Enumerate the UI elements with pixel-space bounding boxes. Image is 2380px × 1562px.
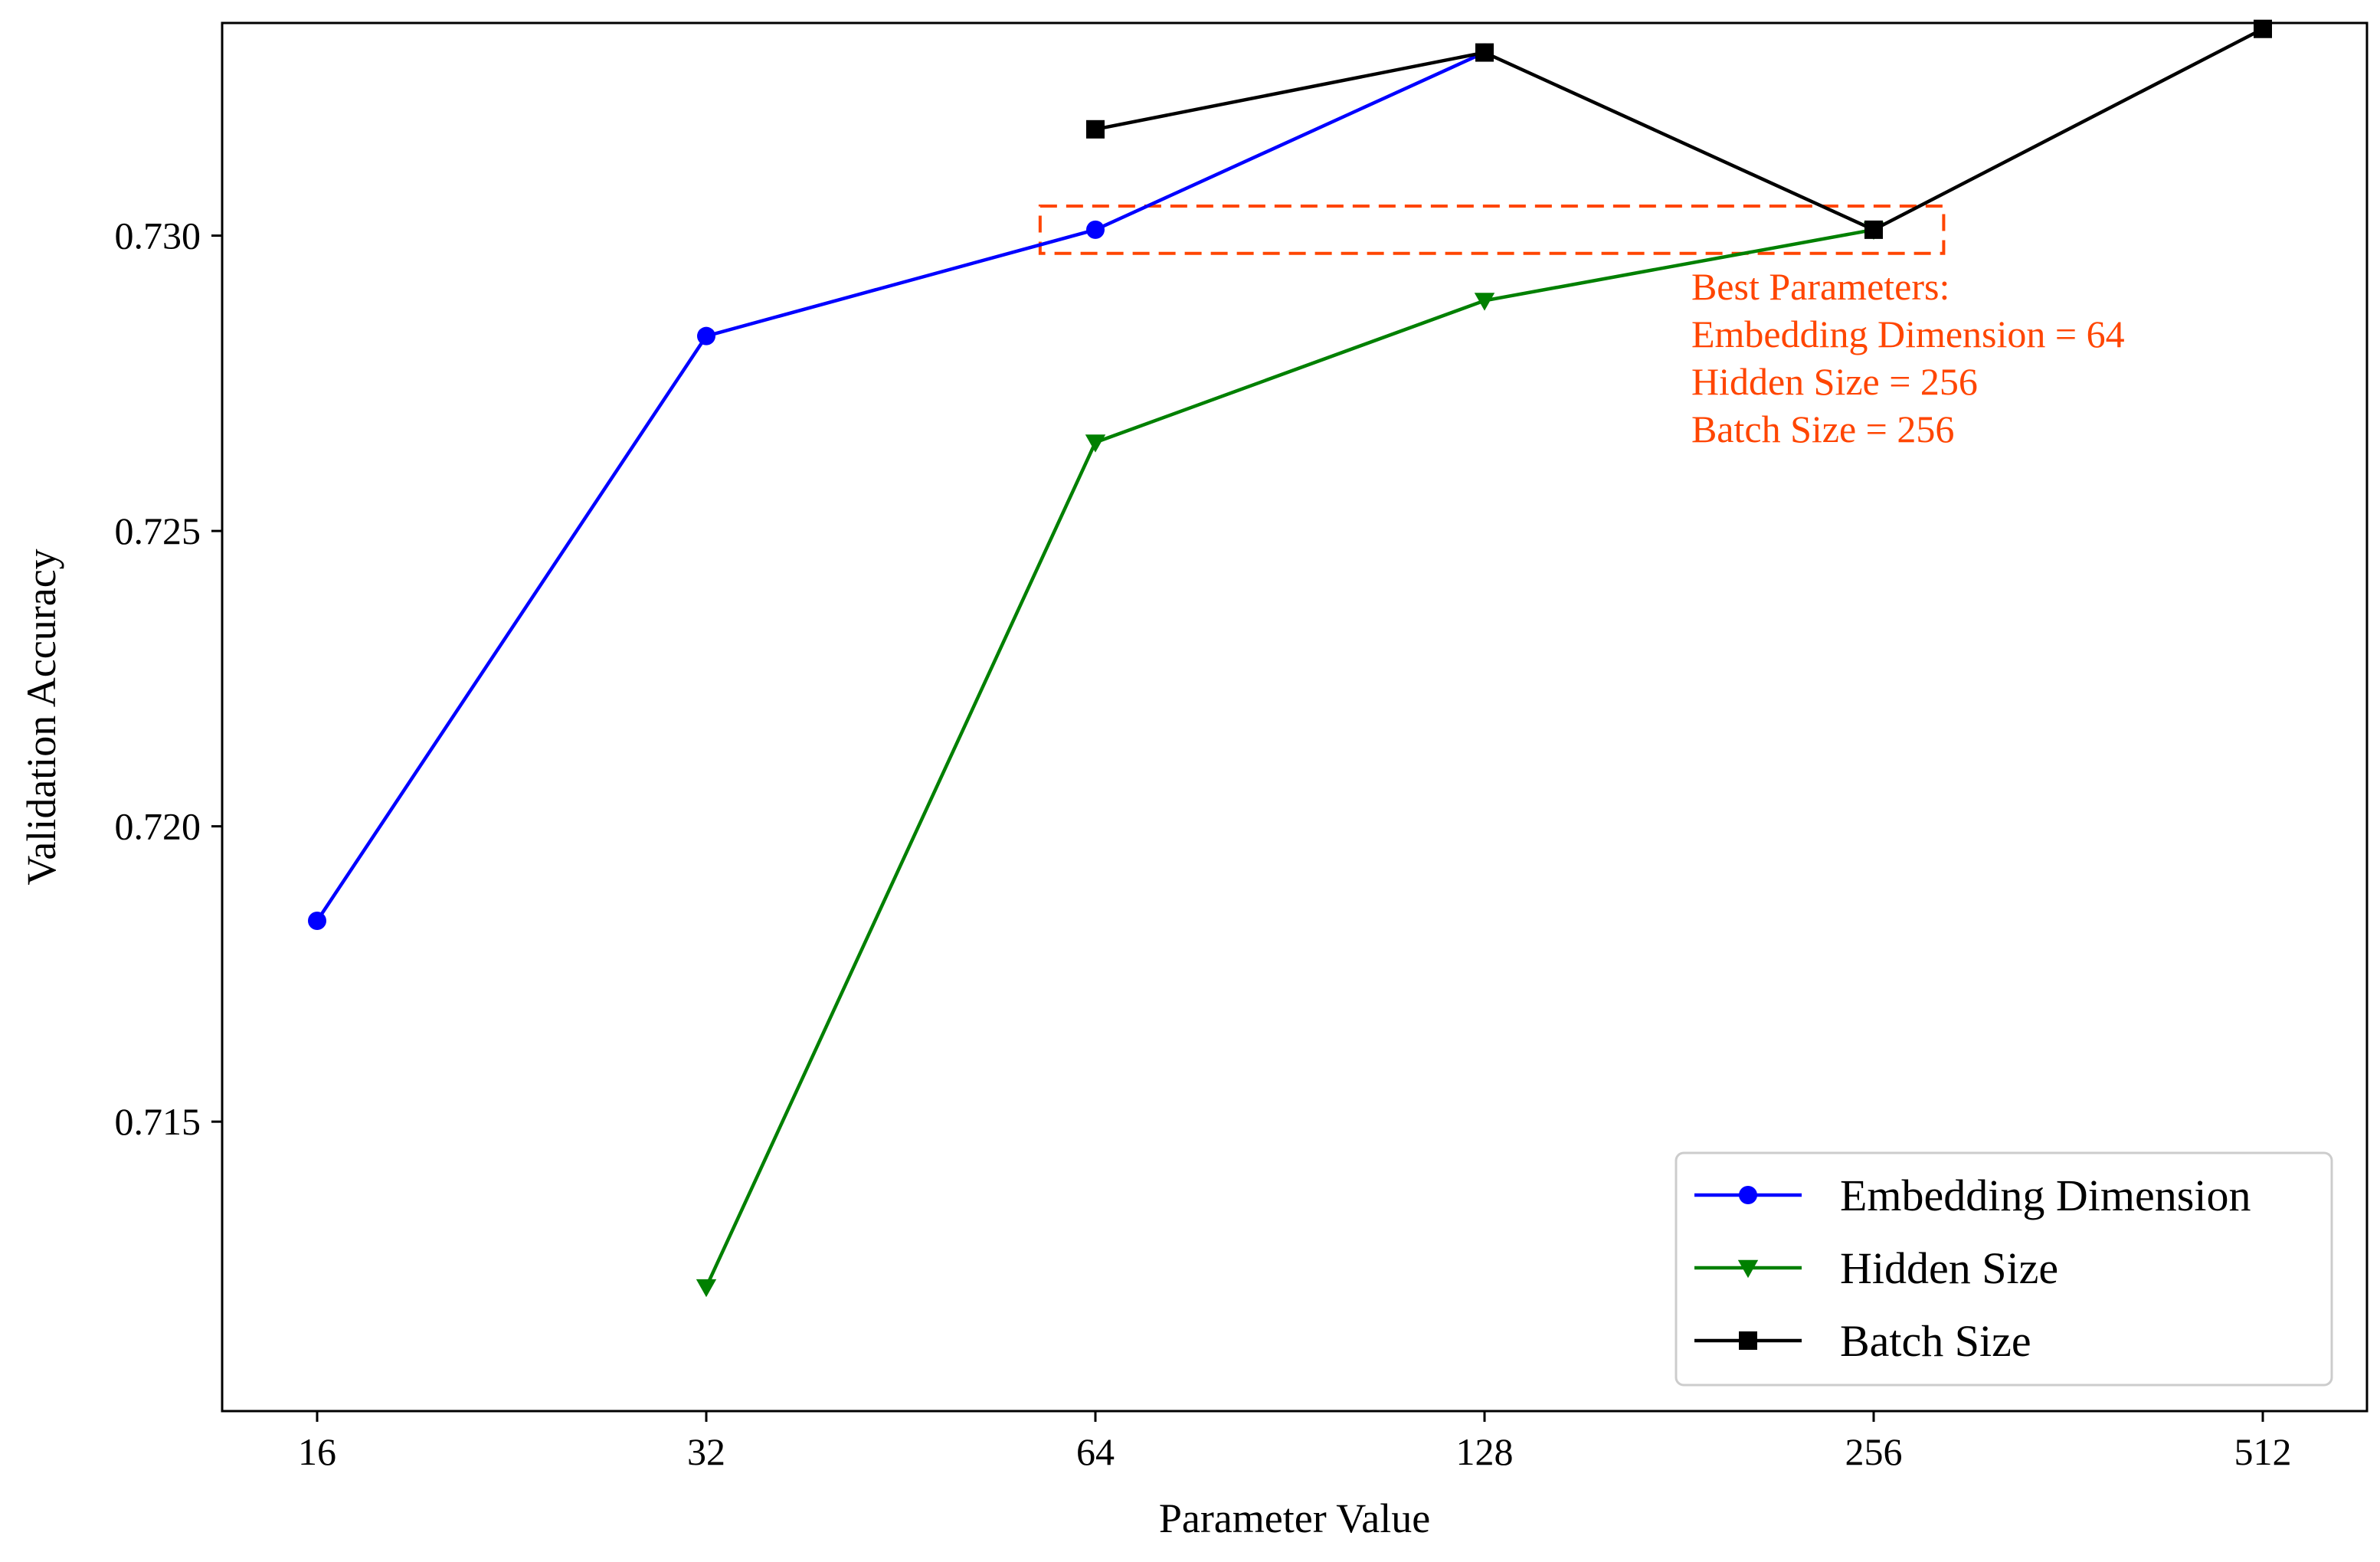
x-axis: 16 32 64 128 256 512 <box>298 1411 2292 1473</box>
y-tick-label: 0.715 <box>115 1100 201 1143</box>
legend-item: Embedding Dimension <box>1694 1171 2251 1220</box>
y-tick-label: 0.720 <box>115 805 201 848</box>
legend-marker <box>1739 1331 1757 1350</box>
best-parameters-box <box>1038 205 1946 255</box>
x-tick-label: 512 <box>2234 1430 2292 1473</box>
data-point <box>1086 120 1105 139</box>
x-tick-label: 128 <box>1456 1430 1514 1473</box>
best-parameters-annotation: Best Parameters: Embedding Dimension = 64… <box>1691 265 2125 450</box>
x-axis-label: Parameter Value <box>1159 1495 1430 1541</box>
series-line <box>1095 27 2264 232</box>
x-tick-label: 256 <box>1845 1430 1903 1473</box>
y-axis-label: Validation Accuracy <box>18 549 64 885</box>
legend: Embedding Dimension Hidden Size Batch Size <box>1675 1151 2333 1387</box>
legend-marker <box>1737 1259 1759 1279</box>
data-point <box>1474 293 1495 311</box>
x-tick-label: 64 <box>1076 1430 1115 1473</box>
data-point <box>696 1279 717 1298</box>
data-point <box>1086 220 1105 239</box>
legend-label: Embedding Dimension <box>1840 1171 2251 1220</box>
annotation-line: Embedding Dimension = 64 <box>1691 313 2125 355</box>
data-point <box>2254 19 2272 38</box>
data-point <box>1085 434 1106 453</box>
legend-marker <box>1739 1186 1757 1204</box>
x-tick-label: 16 <box>298 1430 336 1473</box>
legend-item: Hidden Size <box>1694 1243 2058 1293</box>
data-point <box>697 326 715 345</box>
y-tick-label: 0.730 <box>115 214 201 257</box>
series-line <box>316 51 1485 922</box>
series-line <box>704 228 1874 1289</box>
legend-item: Batch Size <box>1694 1316 2031 1366</box>
series-layer <box>308 19 2272 1298</box>
legend-frame <box>1675 1151 2333 1387</box>
x-tick-label: 32 <box>687 1430 725 1473</box>
legend-label: Batch Size <box>1840 1316 2031 1366</box>
annotation-line: Best Parameters: <box>1691 265 1950 308</box>
highlight-box-layer <box>1038 205 1946 255</box>
data-point <box>1864 220 1883 239</box>
legend-label: Hidden Size <box>1840 1243 2058 1293</box>
series-batch-size <box>1086 19 2272 239</box>
data-point <box>1475 43 1494 62</box>
y-tick-label: 0.725 <box>115 509 201 552</box>
y-axis: 0.715 0.720 0.725 0.730 <box>115 214 222 1143</box>
annotation-line: Batch Size = 256 <box>1691 408 1954 450</box>
annotation-line: Hidden Size = 256 <box>1691 360 1978 403</box>
data-point <box>308 912 326 931</box>
